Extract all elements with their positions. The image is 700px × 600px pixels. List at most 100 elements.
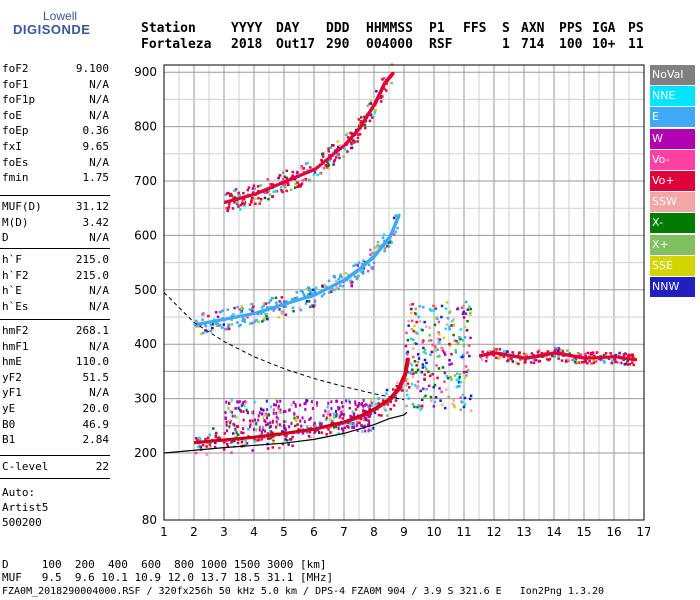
trace-point: [237, 314, 241, 318]
echo-point: [416, 405, 419, 409]
echo-point: [382, 399, 385, 402]
echo-point: [436, 376, 439, 380]
echo-point: [423, 348, 427, 352]
echo-point: [443, 351, 446, 354]
echo-point: [201, 331, 205, 335]
echo-point: [457, 378, 461, 381]
echo-point: [243, 204, 246, 207]
echo-point: [376, 244, 379, 247]
trace-point: [315, 427, 319, 431]
y-tick-label: 300: [135, 392, 157, 406]
echo-point: [340, 413, 343, 417]
echo-point: [227, 327, 231, 331]
echo-point: [240, 409, 243, 413]
echo-point: [417, 403, 420, 407]
echo-point: [309, 416, 312, 420]
echo-point: [618, 351, 621, 355]
echo-point: [557, 349, 560, 353]
echo-point: [427, 339, 431, 342]
echo-point: [281, 430, 284, 433]
echo-point: [305, 287, 308, 291]
echo-point: [420, 398, 424, 402]
header-label-0: Station: [141, 21, 196, 36]
echo-point: [548, 357, 552, 361]
trace-point: [297, 298, 301, 302]
echo-point: [438, 354, 441, 358]
trace-point: [239, 314, 242, 318]
trace-point: [599, 355, 602, 359]
trace-point: [339, 280, 342, 284]
echo-point: [410, 319, 414, 323]
echo-point: [465, 329, 469, 332]
param-row: hmE 110.0: [2, 355, 109, 369]
legend-item: W: [650, 128, 695, 149]
echo-point: [469, 394, 473, 398]
echo-point: [353, 413, 356, 417]
echo-point: [404, 344, 408, 348]
echo-point: [254, 197, 257, 201]
trace-point: [234, 315, 237, 319]
echo-point: [380, 414, 383, 417]
trace-point: [235, 315, 239, 319]
echo-point: [560, 359, 564, 362]
echo-point: [335, 285, 339, 289]
echo-point: [350, 142, 353, 146]
echo-point: [460, 400, 464, 404]
echo-point: [386, 414, 389, 417]
echo-point: [285, 189, 288, 193]
trace-point: [300, 297, 304, 301]
echo-point: [534, 358, 537, 362]
echo-point: [234, 406, 237, 410]
echo-point: [391, 388, 395, 391]
echo-point: [440, 304, 444, 308]
trace-point: [279, 303, 282, 307]
param-value: N/A: [89, 284, 109, 298]
echo-point: [432, 377, 436, 380]
echo-point: [408, 303, 412, 307]
echo-point: [445, 301, 449, 304]
echo-point: [209, 329, 212, 333]
echo-point: [609, 352, 612, 355]
echo-point: [264, 312, 267, 316]
echo-point: [249, 419, 252, 423]
echo-point: [349, 131, 352, 135]
param-row: B0 46.9: [2, 418, 109, 432]
header-value-9: 100: [559, 37, 583, 52]
echo-point: [559, 349, 563, 353]
param-key: M(D): [2, 215, 29, 229]
echo-point: [525, 353, 529, 356]
echo-point: [227, 207, 230, 210]
echo-point: [288, 425, 291, 429]
echo-point: [405, 384, 408, 387]
echo-point: [371, 251, 374, 255]
echo-point: [360, 402, 363, 406]
echo-point: [357, 118, 361, 121]
echo-point: [333, 149, 337, 152]
echo-point: [363, 416, 366, 420]
echo-point: [327, 150, 330, 153]
echo-point: [302, 167, 306, 170]
echo-point: [396, 226, 399, 230]
echo-point: [431, 372, 434, 376]
echo-point: [421, 305, 425, 309]
echo-point: [409, 362, 413, 365]
param-row: hmF1 N/A: [2, 340, 109, 354]
echo-point: [602, 353, 606, 357]
echo-point: [486, 350, 489, 353]
trace-point: [279, 182, 282, 186]
echo-point: [436, 348, 439, 352]
echo-point: [453, 374, 457, 377]
echo-point: [433, 400, 437, 404]
echo-point: [566, 349, 569, 352]
echo-point: [445, 374, 448, 378]
echo-point: [243, 320, 246, 324]
echo-point: [592, 361, 596, 365]
param-key: h`F2: [2, 268, 29, 282]
echo-point: [278, 308, 281, 311]
trace-point: [255, 311, 259, 315]
trace-point: [290, 177, 294, 181]
header-label-3: DDD: [326, 21, 350, 36]
echo-point: [250, 322, 254, 325]
echo-point: [573, 357, 577, 360]
echo-point: [337, 427, 340, 431]
